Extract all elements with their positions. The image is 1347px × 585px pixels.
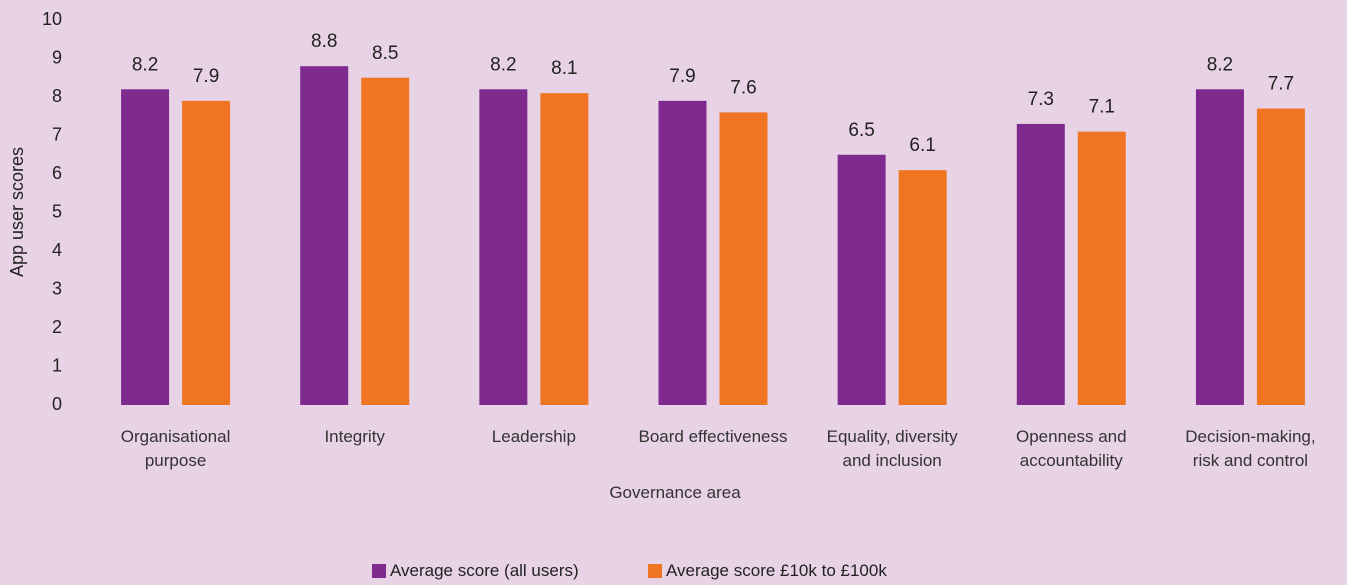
bar — [1077, 131, 1126, 405]
x-tick-label: Integrity — [324, 427, 385, 446]
data-label: 7.6 — [730, 77, 756, 98]
data-label: 7.7 — [1268, 74, 1294, 95]
y-tick-label: 5 — [52, 201, 62, 221]
legend-label: Average score £10k to £100k — [666, 561, 887, 580]
bar — [837, 154, 886, 405]
bar — [719, 112, 768, 406]
bar — [1195, 89, 1244, 406]
data-label: 8.5 — [372, 43, 398, 64]
y-tick-label: 2 — [52, 317, 62, 337]
bar — [1256, 108, 1305, 406]
legend-swatch — [648, 564, 662, 578]
data-label: 8.2 — [1207, 54, 1233, 75]
bar — [121, 89, 170, 406]
data-label: 6.1 — [909, 135, 935, 156]
data-label: 8.2 — [490, 54, 516, 75]
y-tick-label: 0 — [52, 394, 62, 414]
y-tick-label: 6 — [52, 163, 62, 183]
bar — [540, 93, 589, 406]
legend-item: Average score £10k to £100k — [648, 561, 887, 581]
x-tick-label: Decision-making, risk and control — [1185, 427, 1316, 470]
y-tick-label: 8 — [52, 86, 62, 106]
legend-label: Average score (all users) — [390, 561, 579, 580]
legend-swatch — [372, 564, 386, 578]
x-tick-label: Leadership — [491, 427, 576, 446]
data-label: 7.3 — [1028, 89, 1054, 110]
y-tick-label: 9 — [52, 47, 62, 67]
data-label: 8.8 — [311, 31, 337, 52]
y-tick-label: 3 — [52, 278, 62, 298]
y-tick-label: 4 — [52, 240, 62, 260]
data-label: 7.9 — [669, 66, 695, 87]
bar — [898, 170, 947, 405]
y-tick-label: 10 — [42, 9, 62, 29]
bar — [1016, 123, 1065, 405]
data-label: 7.1 — [1089, 97, 1115, 118]
bar — [182, 100, 231, 405]
bar — [658, 100, 707, 405]
data-label: 8.2 — [132, 54, 158, 75]
y-tick-label: 7 — [52, 124, 62, 144]
bar — [300, 66, 349, 405]
x-tick-label: Board effectiveness — [638, 427, 788, 446]
x-tick-label: Organisational purpose — [120, 427, 231, 470]
x-tick-label: Equality, diversity and inclusion — [826, 427, 958, 470]
y-tick-label: 1 — [52, 355, 62, 375]
data-label: 6.5 — [848, 120, 874, 141]
bar — [479, 89, 528, 406]
data-label: 8.1 — [551, 58, 577, 79]
bar — [361, 77, 410, 405]
x-tick-label: Openness and accountability — [1015, 427, 1127, 470]
y-axis-title: App user scores — [7, 147, 27, 277]
legend-item: Average score (all users) — [372, 561, 579, 581]
x-axis-title: Governance area — [609, 483, 741, 502]
data-label: 7.9 — [193, 66, 219, 87]
